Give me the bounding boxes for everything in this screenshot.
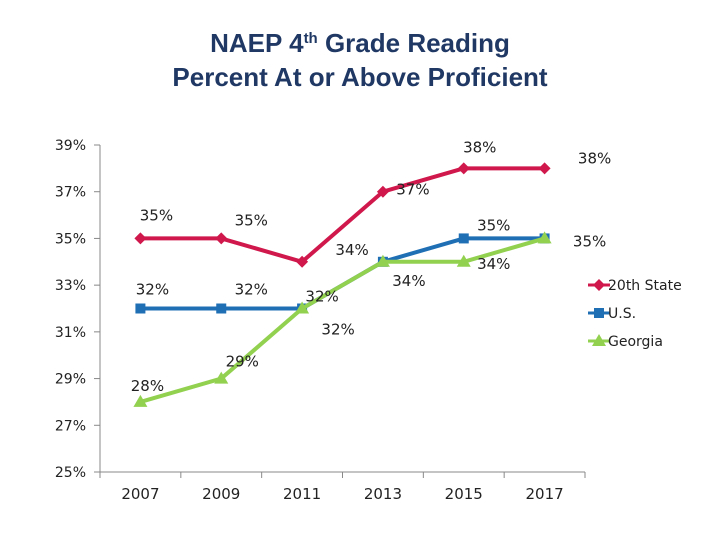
data-point <box>135 303 146 314</box>
data-point <box>537 231 552 244</box>
data-point <box>375 254 390 267</box>
y-tick-label: 33% <box>55 278 86 294</box>
x-tick-label: 2013 <box>364 485 402 503</box>
data-label: 32% <box>235 281 268 299</box>
data-point <box>538 162 551 175</box>
data-label: 32% <box>321 321 354 339</box>
data-label: 32% <box>305 288 338 306</box>
data-label: 29% <box>226 353 259 371</box>
data-label: 32% <box>136 281 169 299</box>
data-label: 37% <box>396 181 429 199</box>
title-prefix: NAEP 4 <box>210 28 304 58</box>
data-point <box>456 254 471 267</box>
data-point <box>133 394 148 407</box>
data-point <box>376 185 389 198</box>
data-point <box>295 301 310 314</box>
series-line <box>139 236 546 404</box>
legend-swatch-marker <box>593 279 605 291</box>
y-tick-label: 29% <box>55 372 86 388</box>
data-label: 34% <box>392 272 425 290</box>
x-tick-label: 2017 <box>525 485 563 503</box>
y-tick-label: 37% <box>55 185 86 201</box>
x-tick-label: 2015 <box>445 485 483 503</box>
data-label: 34% <box>477 255 510 273</box>
legend-swatch-marker <box>594 308 604 318</box>
data-point <box>215 232 228 245</box>
data-point <box>296 255 309 268</box>
data-label: 35% <box>573 232 606 250</box>
y-tick-label: 35% <box>55 231 86 247</box>
x-tick-label: 2007 <box>121 485 159 503</box>
title-superscript: th <box>303 30 318 47</box>
series-line <box>140 166 545 264</box>
data-label: 38% <box>578 149 611 167</box>
x-tick-label: 2011 <box>283 485 321 503</box>
legend-label: 20th State <box>608 278 682 294</box>
data-point <box>457 162 470 175</box>
data-point <box>458 233 469 244</box>
data-label: 34% <box>335 241 368 259</box>
chart-title-line2: Percent At or Above Proficient <box>172 62 548 92</box>
data-label: 35% <box>235 211 268 229</box>
legend-label: U.S. <box>608 306 636 322</box>
data-label: 28% <box>131 377 164 395</box>
data-label: 35% <box>477 216 510 234</box>
data-point <box>134 232 147 245</box>
data-label: 35% <box>140 206 173 224</box>
data-label: 38% <box>463 138 496 156</box>
legend-label: Georgia <box>608 334 663 350</box>
y-tick-label: 39% <box>55 138 86 154</box>
x-tick-label: 2009 <box>202 485 240 503</box>
data-point <box>214 371 229 384</box>
legend-swatch-marker <box>592 334 606 346</box>
y-tick-label: 31% <box>55 325 86 341</box>
y-tick-label: 27% <box>55 418 86 434</box>
data-point <box>216 303 227 314</box>
chart-title-line1: NAEP 4th Grade Reading <box>0 26 720 60</box>
y-tick-label: 25% <box>55 465 86 481</box>
title-suffix: Grade Reading <box>317 28 510 58</box>
